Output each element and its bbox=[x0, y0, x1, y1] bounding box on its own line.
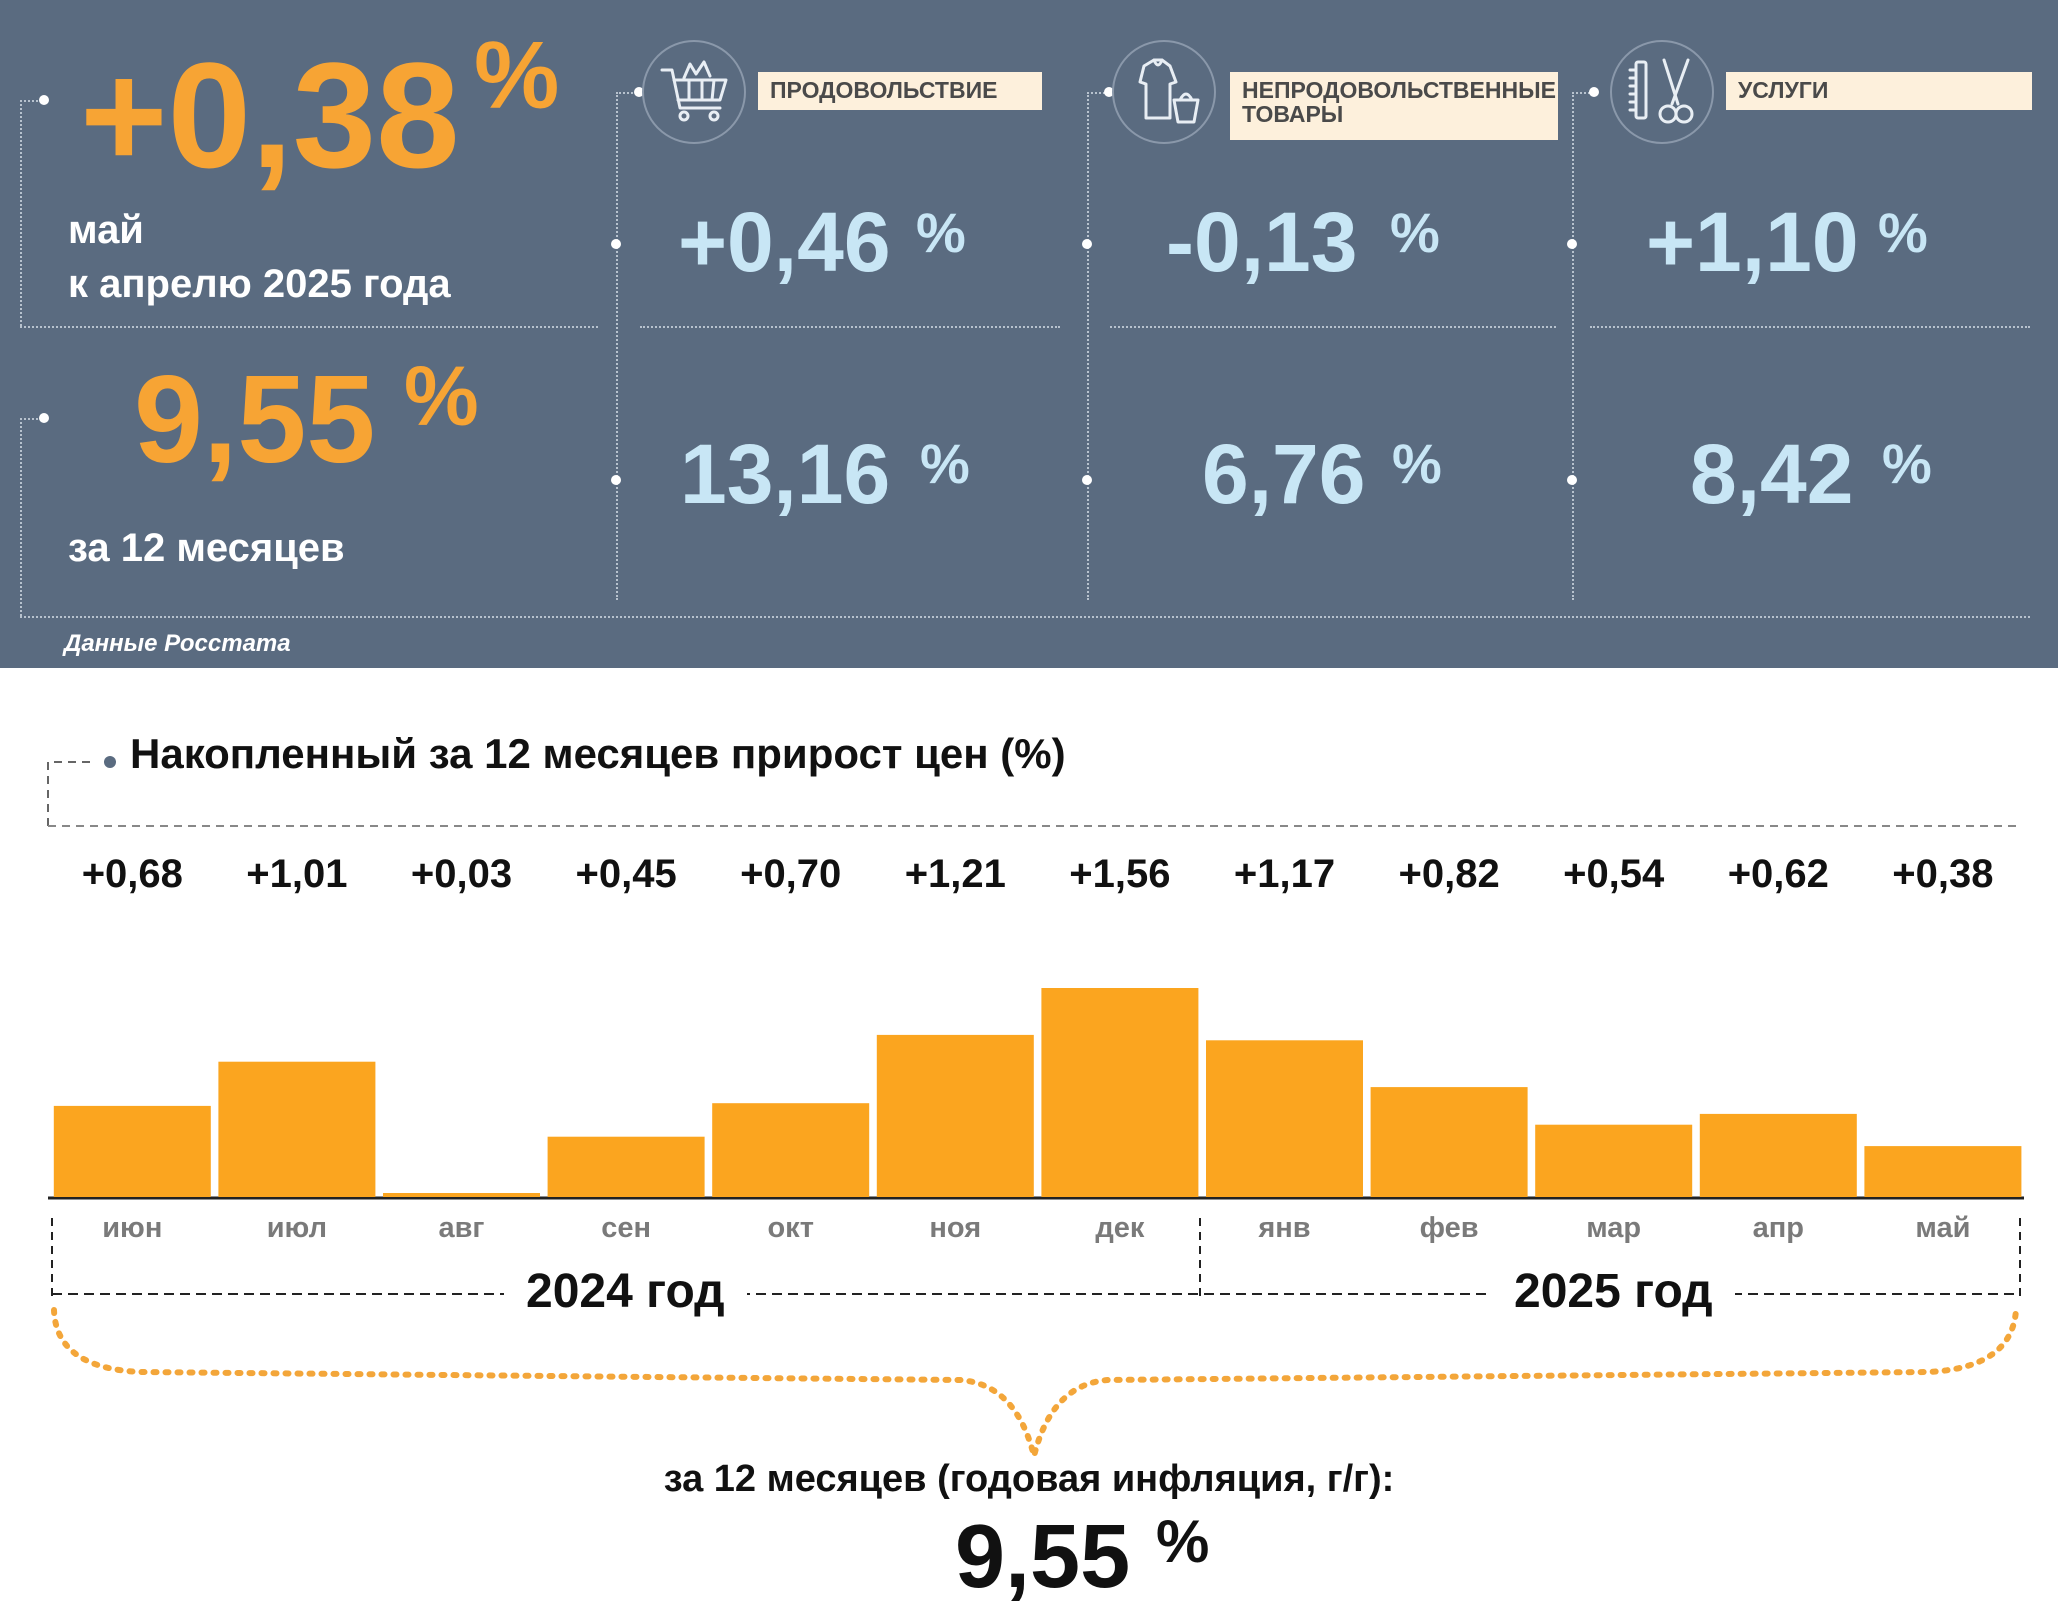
category-label-food: ПРОДОВОЛЬСТВИЕ bbox=[758, 72, 1042, 110]
value-label-июл: +1,01 bbox=[246, 852, 348, 896]
month-label-фев: фев bbox=[1419, 1212, 1479, 1244]
annual-inflation-percent: % bbox=[404, 349, 479, 443]
annual-inflation-value: 9,55 bbox=[134, 351, 376, 489]
shopping-cart-icon bbox=[642, 40, 746, 144]
bullet-dot bbox=[39, 413, 49, 423]
divider-line bbox=[20, 616, 2030, 618]
value-label-дек: +1,56 bbox=[1069, 852, 1171, 896]
bullet-dot bbox=[1567, 239, 1577, 249]
bar-авг bbox=[383, 1193, 540, 1197]
bar-ноя bbox=[876, 1034, 1034, 1197]
year-label-2024: 2024 год bbox=[504, 1264, 747, 1319]
value-label-авг: +0,03 bbox=[410, 852, 513, 896]
value-label-июн: +0,68 bbox=[81, 852, 183, 896]
month-label-мар: мар bbox=[1586, 1212, 1642, 1244]
bullet-dot bbox=[1082, 239, 1092, 249]
value-label-янв: +1,17 bbox=[1233, 852, 1336, 896]
bar-фев bbox=[1370, 1087, 1528, 1197]
value-label-мар: +0,54 bbox=[1563, 852, 1665, 896]
footer-caption: за 12 месяцев (годовая инфляция, г/г): bbox=[663, 1458, 1395, 1500]
footer-annual-percent: % bbox=[1156, 1508, 1210, 1575]
annual-caption: за 12 месяцев bbox=[68, 526, 345, 570]
bullet-dot bbox=[1567, 475, 1577, 485]
bar-май bbox=[1864, 1146, 2022, 1197]
month-label-июл: июл bbox=[266, 1212, 328, 1244]
month-label-май: май bbox=[1915, 1212, 1971, 1244]
clothes-icon bbox=[1112, 40, 1216, 144]
connector-line bbox=[1572, 92, 1594, 94]
food-annual-value: 13,16 bbox=[680, 427, 891, 521]
month-label-дек: дек bbox=[1095, 1212, 1145, 1244]
value-label-апр: +0,62 bbox=[1727, 852, 1829, 896]
services-monthly-value: +1,10 bbox=[1646, 195, 1859, 289]
bar-окт bbox=[712, 1103, 870, 1197]
bullet-dot bbox=[1104, 87, 1114, 97]
divider-line bbox=[640, 326, 1060, 328]
services-annual-percent: % bbox=[1882, 432, 1932, 495]
nonfood-monthly-value: -0,13 bbox=[1166, 195, 1358, 289]
category-label-services: УСЛУГИ bbox=[1726, 72, 2032, 110]
month-label-окт: окт bbox=[767, 1212, 814, 1244]
bar-янв bbox=[1206, 1040, 1363, 1197]
bullet-dot bbox=[634, 87, 644, 97]
value-label-окт: +0,70 bbox=[740, 852, 842, 896]
year-label-2025: 2025 год bbox=[1492, 1264, 1735, 1319]
bar-апр bbox=[1699, 1113, 1857, 1197]
summary-panel: +0,38 % май к апрелю 2025 года 9,55 % за… bbox=[0, 0, 2058, 668]
chart-title: Накопленный за 12 месяцев прирост цен (%… bbox=[130, 730, 1066, 777]
month-label-апр: апр bbox=[1752, 1212, 1804, 1244]
value-label-май: +0,38 bbox=[1892, 852, 1994, 896]
services-monthly-percent: % bbox=[1878, 201, 1928, 264]
bar-сен bbox=[547, 1136, 705, 1197]
month-label-янв: янв bbox=[1258, 1212, 1311, 1244]
food-monthly-value: +0,46 bbox=[678, 195, 891, 289]
footer-annual-value: 9,55 bbox=[955, 1507, 1131, 1607]
monthly-inflation-percent: % bbox=[474, 22, 560, 129]
category-label-nonfood: НЕПРОДОВОЛЬСТВЕННЫЕ ТОВАРЫ bbox=[1230, 72, 1558, 140]
nonfood-annual-percent: % bbox=[1392, 432, 1442, 495]
services-annual-value: 8,42 bbox=[1690, 427, 1854, 521]
column-divider bbox=[1087, 92, 1089, 600]
connector-line bbox=[1087, 92, 1109, 94]
data-source: Данные Росстата bbox=[64, 630, 291, 657]
bullet-dot bbox=[1082, 475, 1092, 485]
month-label-июн: июн bbox=[102, 1212, 163, 1244]
connector-line bbox=[616, 92, 640, 94]
divider-line bbox=[1590, 326, 2030, 328]
bar-июл bbox=[218, 1061, 376, 1197]
divider-line bbox=[20, 326, 598, 328]
bullet-dot bbox=[611, 239, 621, 249]
value-label-ноя: +1,21 bbox=[904, 852, 1006, 896]
connector-line bbox=[20, 418, 22, 616]
value-label-фев: +0,82 bbox=[1398, 852, 1500, 896]
bullet-dot bbox=[611, 475, 621, 485]
connector-line bbox=[20, 100, 42, 102]
monthly-inflation-value: +0,38 bbox=[80, 31, 460, 199]
divider-line bbox=[1110, 326, 1556, 328]
scissors-comb-icon bbox=[1610, 40, 1714, 144]
bullet-dot bbox=[1589, 87, 1599, 97]
bar-июн bbox=[53, 1105, 211, 1197]
bar-дек bbox=[1041, 988, 1199, 1197]
food-annual-percent: % bbox=[920, 432, 970, 495]
connector-line bbox=[20, 100, 22, 326]
column-divider bbox=[1572, 92, 1574, 600]
bullet-dot bbox=[39, 95, 49, 105]
column-divider bbox=[616, 92, 618, 600]
month-label-сен: сен bbox=[601, 1212, 651, 1244]
month-label-ноя: ноя bbox=[929, 1212, 982, 1244]
monthly-caption-period: к апрелю 2025 года bbox=[68, 262, 451, 306]
month-label-авг: авг bbox=[438, 1212, 485, 1244]
bar-мар bbox=[1535, 1124, 1693, 1197]
connector-line bbox=[20, 418, 42, 420]
nonfood-annual-value: 6,76 bbox=[1202, 427, 1366, 521]
value-label-сен: +0,45 bbox=[575, 852, 677, 896]
nonfood-monthly-percent: % bbox=[1390, 201, 1440, 264]
food-monthly-percent: % bbox=[916, 201, 966, 264]
monthly-caption-month: май bbox=[68, 208, 144, 252]
